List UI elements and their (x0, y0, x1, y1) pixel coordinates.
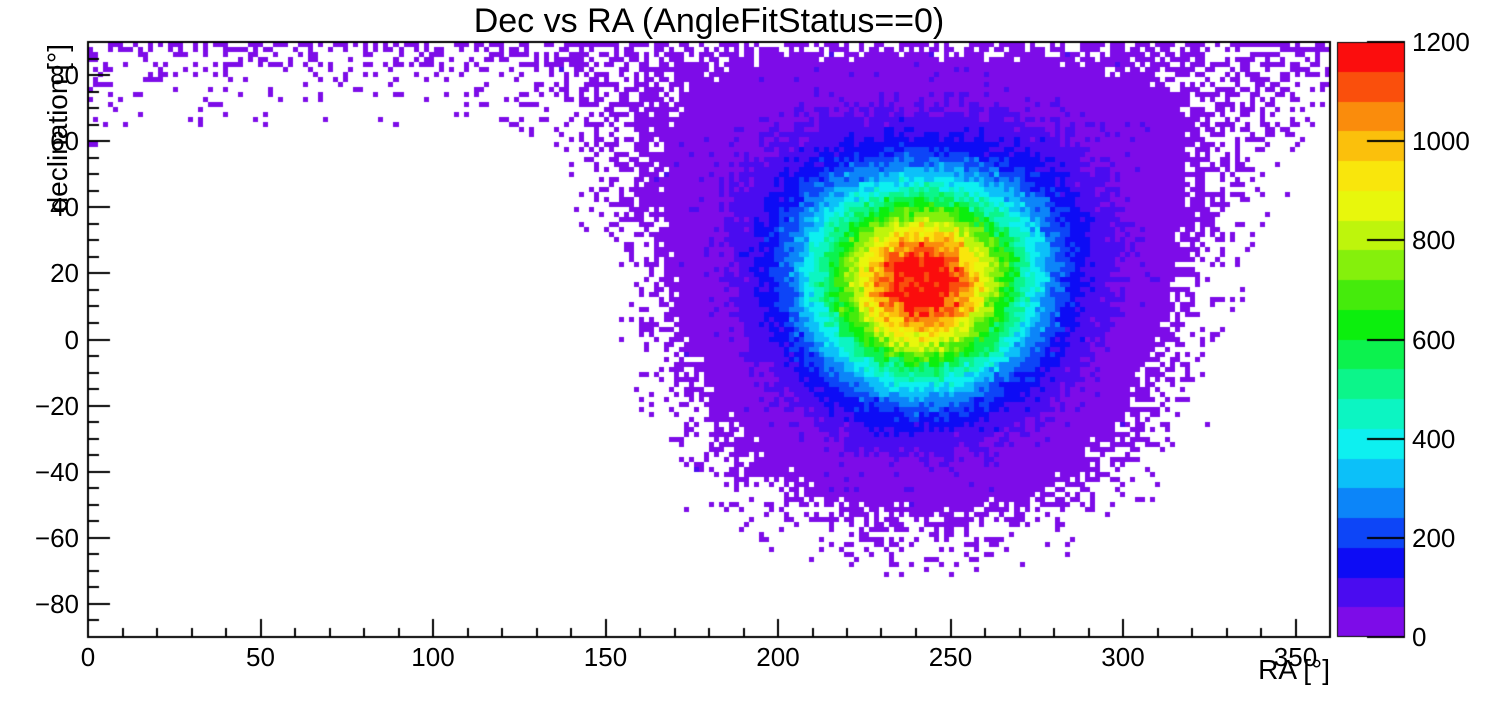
x-tick-label: 150 (583, 642, 628, 672)
x-tick-label: 350 (1273, 642, 1318, 672)
x-tick-label: 200 (756, 642, 800, 672)
x-tick-label: 50 (246, 642, 275, 672)
y-tick-label: 20 (50, 258, 79, 289)
x-tick-label: 0 (80, 642, 96, 672)
z-tick-label: 200 (1412, 522, 1456, 553)
y-tick-label: 60 (50, 126, 79, 157)
y-tick-label: 0 (64, 324, 79, 355)
y-tick-label: −60 (34, 522, 79, 553)
x-tick-label: 100 (411, 642, 455, 672)
y-tick-label: 80 (50, 60, 79, 91)
z-tick-label: 600 (1412, 324, 1456, 355)
y-tick-label: −80 (34, 588, 79, 619)
z-tick-label: 1200 (1412, 27, 1470, 57)
z-tick-label: 1000 (1412, 126, 1470, 157)
z-tick-label: 800 (1412, 225, 1456, 256)
y-tick-label: −20 (34, 390, 79, 421)
x-axis-title: RA [°] (1258, 654, 1330, 685)
z-tick-label: 400 (1412, 423, 1456, 454)
x-tick-label: 300 (1101, 642, 1145, 672)
plot-title: Dec vs RA (AngleFitStatus==0) (473, 2, 945, 40)
y-tick-label: −40 (34, 456, 79, 487)
y-tick-label: 40 (50, 192, 79, 223)
z-tick-label: 0 (1412, 622, 1427, 652)
x-tick-label: 250 (928, 642, 973, 672)
